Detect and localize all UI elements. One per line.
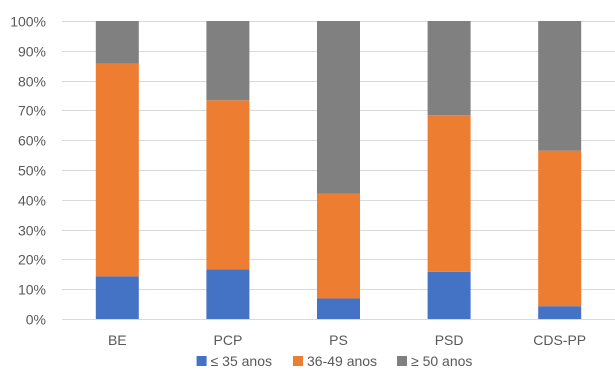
bar-segment xyxy=(206,21,250,101)
y-tick-label: 0% xyxy=(26,312,46,328)
y-tick-label: 50% xyxy=(18,163,46,179)
y-tick-label: 100% xyxy=(10,14,46,30)
bars xyxy=(95,21,582,319)
bar-segment xyxy=(538,150,582,307)
x-tick-label: BE xyxy=(108,332,127,348)
legend: ≤ 35 anos 36-49 anos ≥ 50 anos xyxy=(196,353,472,369)
y-tick-label: 20% xyxy=(18,252,46,268)
y-axis-tick-labels: 0% 10% 20% 30% 40% 50% 60% 70% 80% 90% 100% xyxy=(10,14,46,328)
bar-segment xyxy=(95,21,139,64)
y-tick-label: 70% xyxy=(18,103,46,119)
bar-segment xyxy=(427,21,471,116)
legend-swatch xyxy=(293,356,303,366)
y-tick-label: 90% xyxy=(18,44,46,60)
bar-segment xyxy=(317,298,360,319)
legend-label: 36-49 anos xyxy=(307,353,377,369)
x-tick-label: PCP xyxy=(214,332,243,348)
legend-label: ≥ 50 anos xyxy=(411,353,472,369)
bar-segment xyxy=(206,269,250,319)
y-tick-label: 10% xyxy=(18,282,46,298)
bar-segment xyxy=(317,21,360,194)
bar-segment xyxy=(538,21,582,151)
legend-swatch xyxy=(397,356,407,366)
x-tick-label: PS xyxy=(329,332,348,348)
x-tick-label: CDS-PP xyxy=(533,332,586,348)
y-tick-label: 80% xyxy=(18,74,46,90)
bar-segment xyxy=(427,115,471,272)
x-axis-tick-labels: BE PCP PS PSD CDS-PP xyxy=(108,332,586,348)
legend-label: ≤ 35 anos xyxy=(211,353,272,369)
bar-segment xyxy=(206,100,250,270)
y-tick-label: 60% xyxy=(18,133,46,149)
bar-segment xyxy=(95,276,139,319)
bar-segment xyxy=(95,63,139,277)
bar-segment xyxy=(317,193,360,299)
x-tick-label: PSD xyxy=(435,332,464,348)
y-tick-label: 30% xyxy=(18,223,46,239)
legend-swatch xyxy=(196,356,207,366)
bar-segment xyxy=(538,306,582,319)
bar-segment xyxy=(427,271,471,319)
y-tick-label: 40% xyxy=(18,193,46,209)
